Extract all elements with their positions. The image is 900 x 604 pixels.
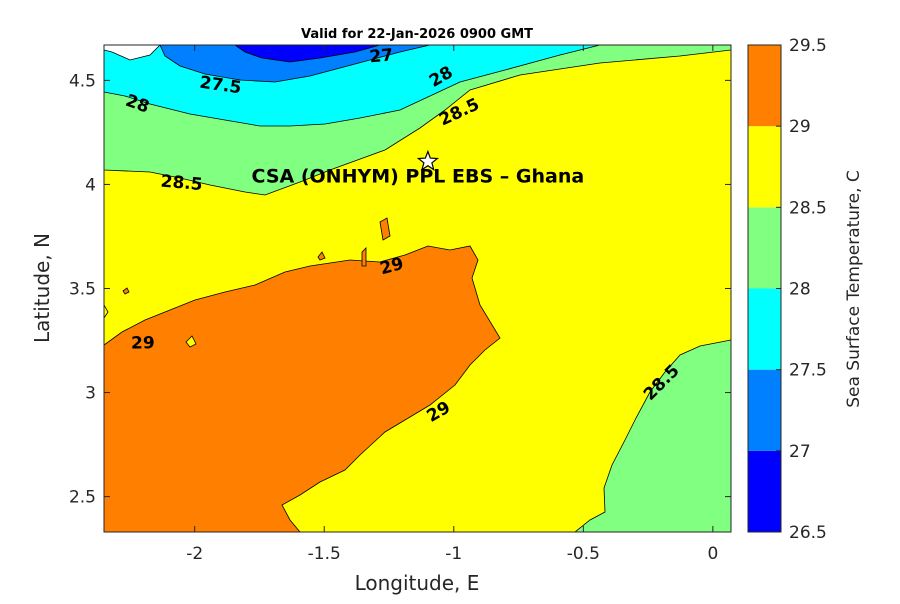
y-tick-label: 3 bbox=[85, 384, 96, 404]
x-tick-label: -1 bbox=[445, 544, 462, 564]
star-icon bbox=[416, 149, 440, 171]
y-tick-label: 4 bbox=[85, 175, 96, 195]
colorbar-tick-label: 28.5 bbox=[789, 198, 827, 218]
colorbar-tick-label: 26.5 bbox=[789, 523, 827, 543]
contour-label: 27 bbox=[369, 45, 394, 67]
y-axis-label: Latitude, N bbox=[30, 233, 54, 343]
contour-label: 29 bbox=[131, 334, 155, 354]
island-orange-3 bbox=[317, 251, 326, 261]
colorbar-label: Sea Surface Temperature, C bbox=[844, 170, 864, 408]
colorbar-segment bbox=[748, 45, 781, 127]
colorbar-tick-label: 28 bbox=[789, 280, 811, 300]
colorbar-segment bbox=[748, 450, 781, 532]
region-26-5-to-27 bbox=[234, 45, 381, 63]
site-label: CSA (ONHYM) PPL EBS – Ghana bbox=[252, 166, 585, 188]
colorbar: 26.5 27 27.5 28 28.5 29 29.5 bbox=[747, 36, 827, 543]
region-28-to-28-5-southeast bbox=[574, 339, 731, 532]
y-tick-label: 3.5 bbox=[69, 280, 96, 300]
x-tick-label: 0 bbox=[707, 544, 718, 564]
x-tick-label: -0.5 bbox=[567, 544, 600, 564]
region-27-to-27-5 bbox=[159, 45, 431, 83]
contour-label: 28.5 bbox=[160, 172, 204, 196]
island-orange-1 bbox=[379, 217, 391, 241]
y-tick-label: 4.5 bbox=[69, 71, 96, 91]
site-marker: CSA (ONHYM) PPL EBS – Ghana bbox=[252, 149, 585, 188]
colorbar-tick-label: 29 bbox=[789, 117, 811, 137]
island-orange-4 bbox=[122, 287, 130, 295]
y-axis: 2.5 3 3.5 4 4.5 bbox=[69, 71, 731, 508]
region-29-to-29-5 bbox=[104, 245, 501, 532]
colorbar-tick-label: 27.5 bbox=[789, 361, 827, 381]
region-no-data bbox=[104, 45, 161, 61]
colorbar-tick-label: 27 bbox=[789, 442, 811, 462]
x-tick-label: -2 bbox=[186, 544, 203, 564]
colorbar-segment bbox=[748, 207, 781, 289]
x-axis: -2 -1.5 -1 -0.5 0 bbox=[186, 45, 718, 564]
y-tick-label: 2.5 bbox=[69, 488, 96, 508]
chart-title: Valid for 22-Jan-2026 0900 GMT bbox=[301, 27, 533, 42]
colorbar-segment bbox=[748, 369, 781, 451]
colorbar-segment bbox=[748, 288, 781, 370]
colorbar-segment bbox=[748, 126, 781, 208]
x-axis-label: Longitude, E bbox=[355, 571, 480, 595]
x-tick-label: -1.5 bbox=[308, 544, 341, 564]
island-yellow-1 bbox=[185, 335, 197, 348]
island-orange-2 bbox=[361, 247, 367, 267]
contour-fill-layer bbox=[104, 45, 731, 532]
colorbar-tick-label: 29.5 bbox=[789, 36, 827, 56]
island-yellow-2 bbox=[104, 304, 109, 319]
